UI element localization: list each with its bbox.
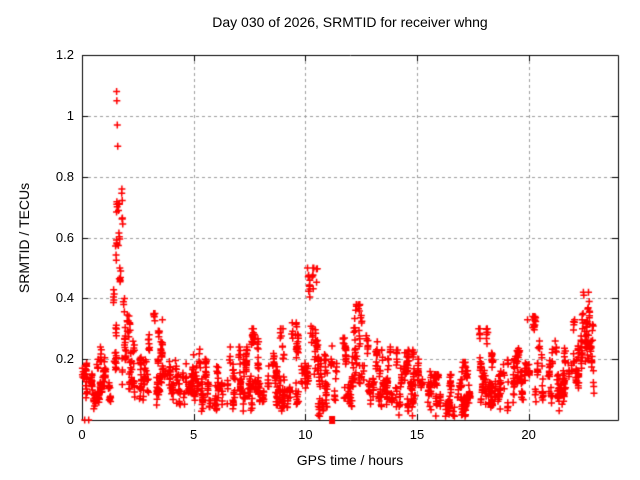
x-tick-label: 10 [298, 427, 313, 442]
y-tick-label: 0.2 [55, 351, 74, 367]
y-tick-label: 0.6 [55, 229, 74, 245]
x-tick-label: 20 [521, 427, 536, 442]
y-tick-label: 0.8 [55, 168, 74, 184]
y-tick-label: 1 [66, 107, 74, 123]
x-axis-title: GPS time / hours [296, 452, 404, 468]
y-tick-label: 0.4 [55, 290, 74, 306]
chart-title: Day 030 of 2026, SRMTID for receiver whn… [212, 14, 488, 30]
x-tick-label: 0 [78, 427, 86, 442]
y-tick-label: 0 [66, 412, 74, 427]
y-tick-label: 1.2 [55, 47, 74, 62]
x-tick-label: 5 [190, 427, 198, 442]
x-tick-label: 15 [409, 427, 425, 442]
